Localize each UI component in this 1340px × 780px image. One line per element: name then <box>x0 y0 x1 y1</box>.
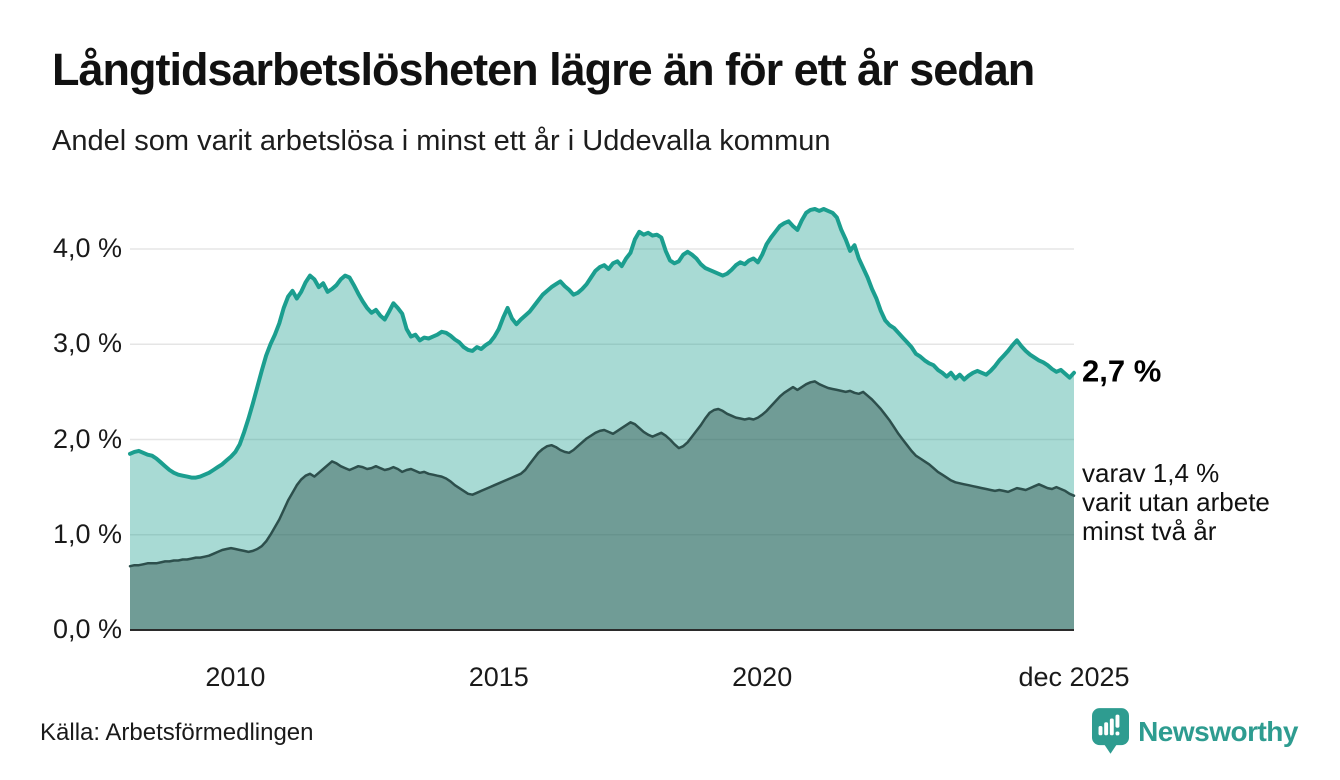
x-tick-label: 2010 <box>205 662 266 692</box>
y-tick-label: 1,0 % <box>52 518 122 549</box>
brand-name: Newsworthy <box>1138 715 1298 747</box>
area-fill-one-year <box>130 209 1074 630</box>
page-title: Långtidsarbetslösheten lägre än för ett … <box>52 44 1035 95</box>
y-tick-label: 2,0 % <box>52 423 122 454</box>
secondary-annotation: varav 1,4 % varit utan arbete minst två … <box>1082 457 1270 546</box>
y-tick-label: 4,0 % <box>52 232 122 263</box>
line-two-year <box>128 380 1076 568</box>
source-note: Källa: Arbetsförmedlingen <box>40 719 314 746</box>
brand-logo: Newsworthy <box>1092 708 1298 755</box>
end-value-label: 2,7 % <box>1082 353 1162 389</box>
x-tick-label: 2015 <box>468 662 529 692</box>
newsworthy-icon <box>1092 708 1130 754</box>
x-tick-label: 2020 <box>732 662 793 692</box>
annotation-line-1: varav 1,4 % <box>1082 457 1220 488</box>
y-tick-label: 3,0 % <box>52 328 122 359</box>
area-fill-two-year <box>130 381 1074 630</box>
gridlines <box>130 248 1074 536</box>
page-subtitle: Andel som varit arbetslösa i minst ett å… <box>52 125 831 157</box>
annotation-line-2: varit utan arbete <box>1082 486 1270 517</box>
line-one-year <box>128 207 1076 480</box>
annotation-line-3: minst två år <box>1082 515 1217 546</box>
y-tick-label: 0,0 % <box>52 613 122 644</box>
x-tick-label: dec 2025 <box>1018 662 1130 692</box>
